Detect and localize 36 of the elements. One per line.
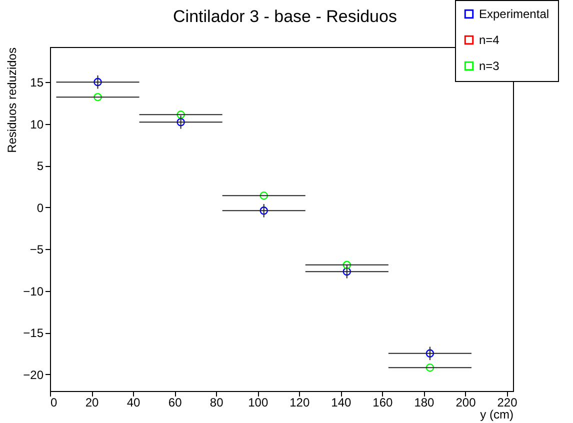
x-tick-label: 220 — [497, 396, 518, 410]
point — [342, 267, 352, 276]
y-tick-label: 5 — [36, 159, 44, 174]
point — [426, 349, 434, 358]
x-tick-label: 180 — [414, 396, 435, 410]
chart-title: Cintilador 3 - base - Residuos — [173, 7, 397, 26]
point — [176, 110, 185, 119]
y-axis-title: Residuos reduzidos — [5, 48, 20, 153]
x-tick-label: 160 — [372, 396, 394, 410]
x-tick-label: 100 — [248, 396, 268, 410]
point — [94, 78, 102, 86]
y-tick-label: 15 — [30, 76, 44, 90]
point — [260, 191, 268, 200]
x-tick-label: 0 — [50, 396, 58, 410]
legend-label: n=4 — [479, 33, 500, 47]
x-tick-label: 120 — [290, 396, 310, 410]
x-tick-label: 140 — [331, 396, 352, 410]
y-tick-label: −5 — [30, 242, 44, 257]
y-tick-label: −20 — [23, 368, 44, 382]
x-tick-label: 80 — [210, 396, 224, 410]
y-tick-label: −10 — [23, 284, 44, 298]
legend-label: n=3 — [479, 59, 500, 73]
x-tick-label: 40 — [126, 396, 141, 410]
point — [260, 206, 268, 215]
x-tick-label: 60 — [168, 396, 182, 410]
y-tick-label: −15 — [23, 326, 44, 340]
y-tick-label: 0 — [36, 200, 44, 215]
legend-label: Experimental — [479, 7, 550, 21]
point — [176, 118, 185, 126]
x-axis-title: y (cm) — [480, 408, 514, 422]
y-tick-label: 10 — [30, 117, 44, 132]
point — [426, 363, 434, 372]
point — [342, 260, 352, 270]
x-tick-label: 200 — [456, 396, 476, 410]
x-tick-label: 20 — [85, 396, 100, 410]
point — [94, 92, 102, 102]
